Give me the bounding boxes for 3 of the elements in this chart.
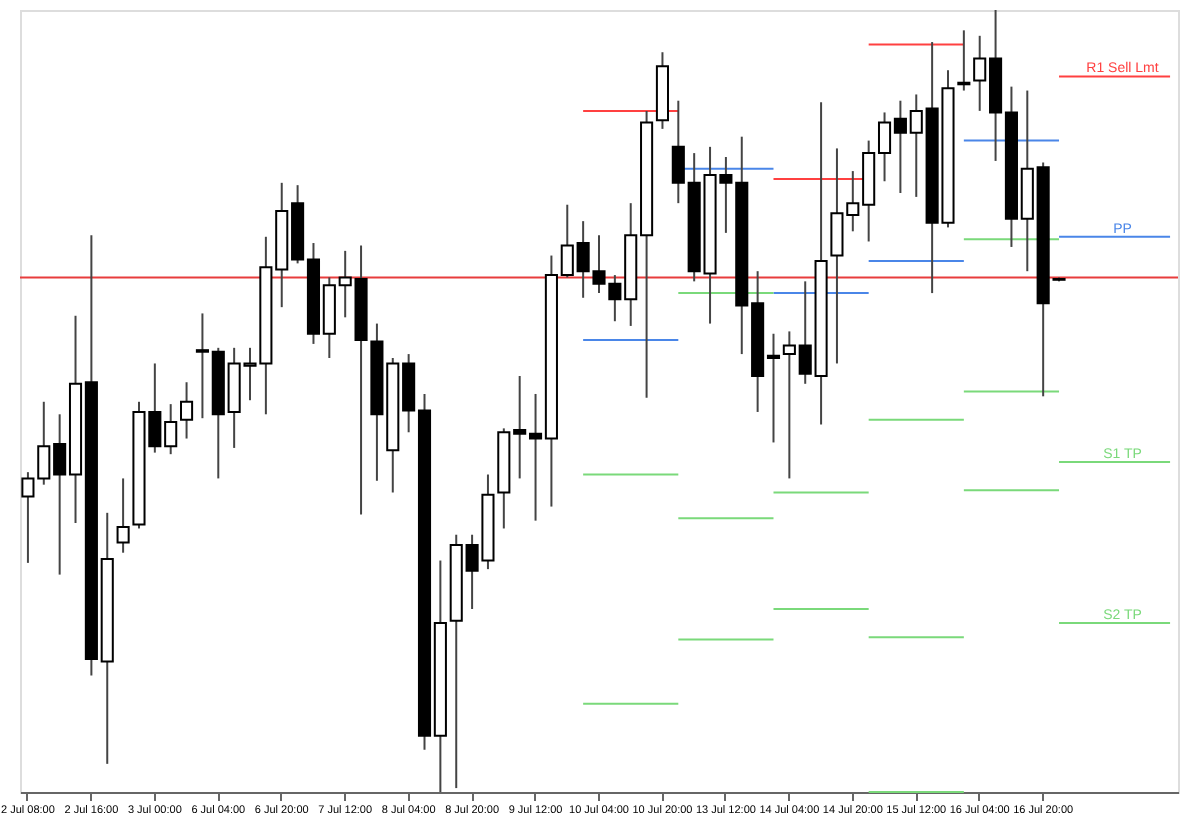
candlestick xyxy=(957,29,971,92)
candlestick xyxy=(116,477,130,554)
candlestick xyxy=(180,381,194,440)
